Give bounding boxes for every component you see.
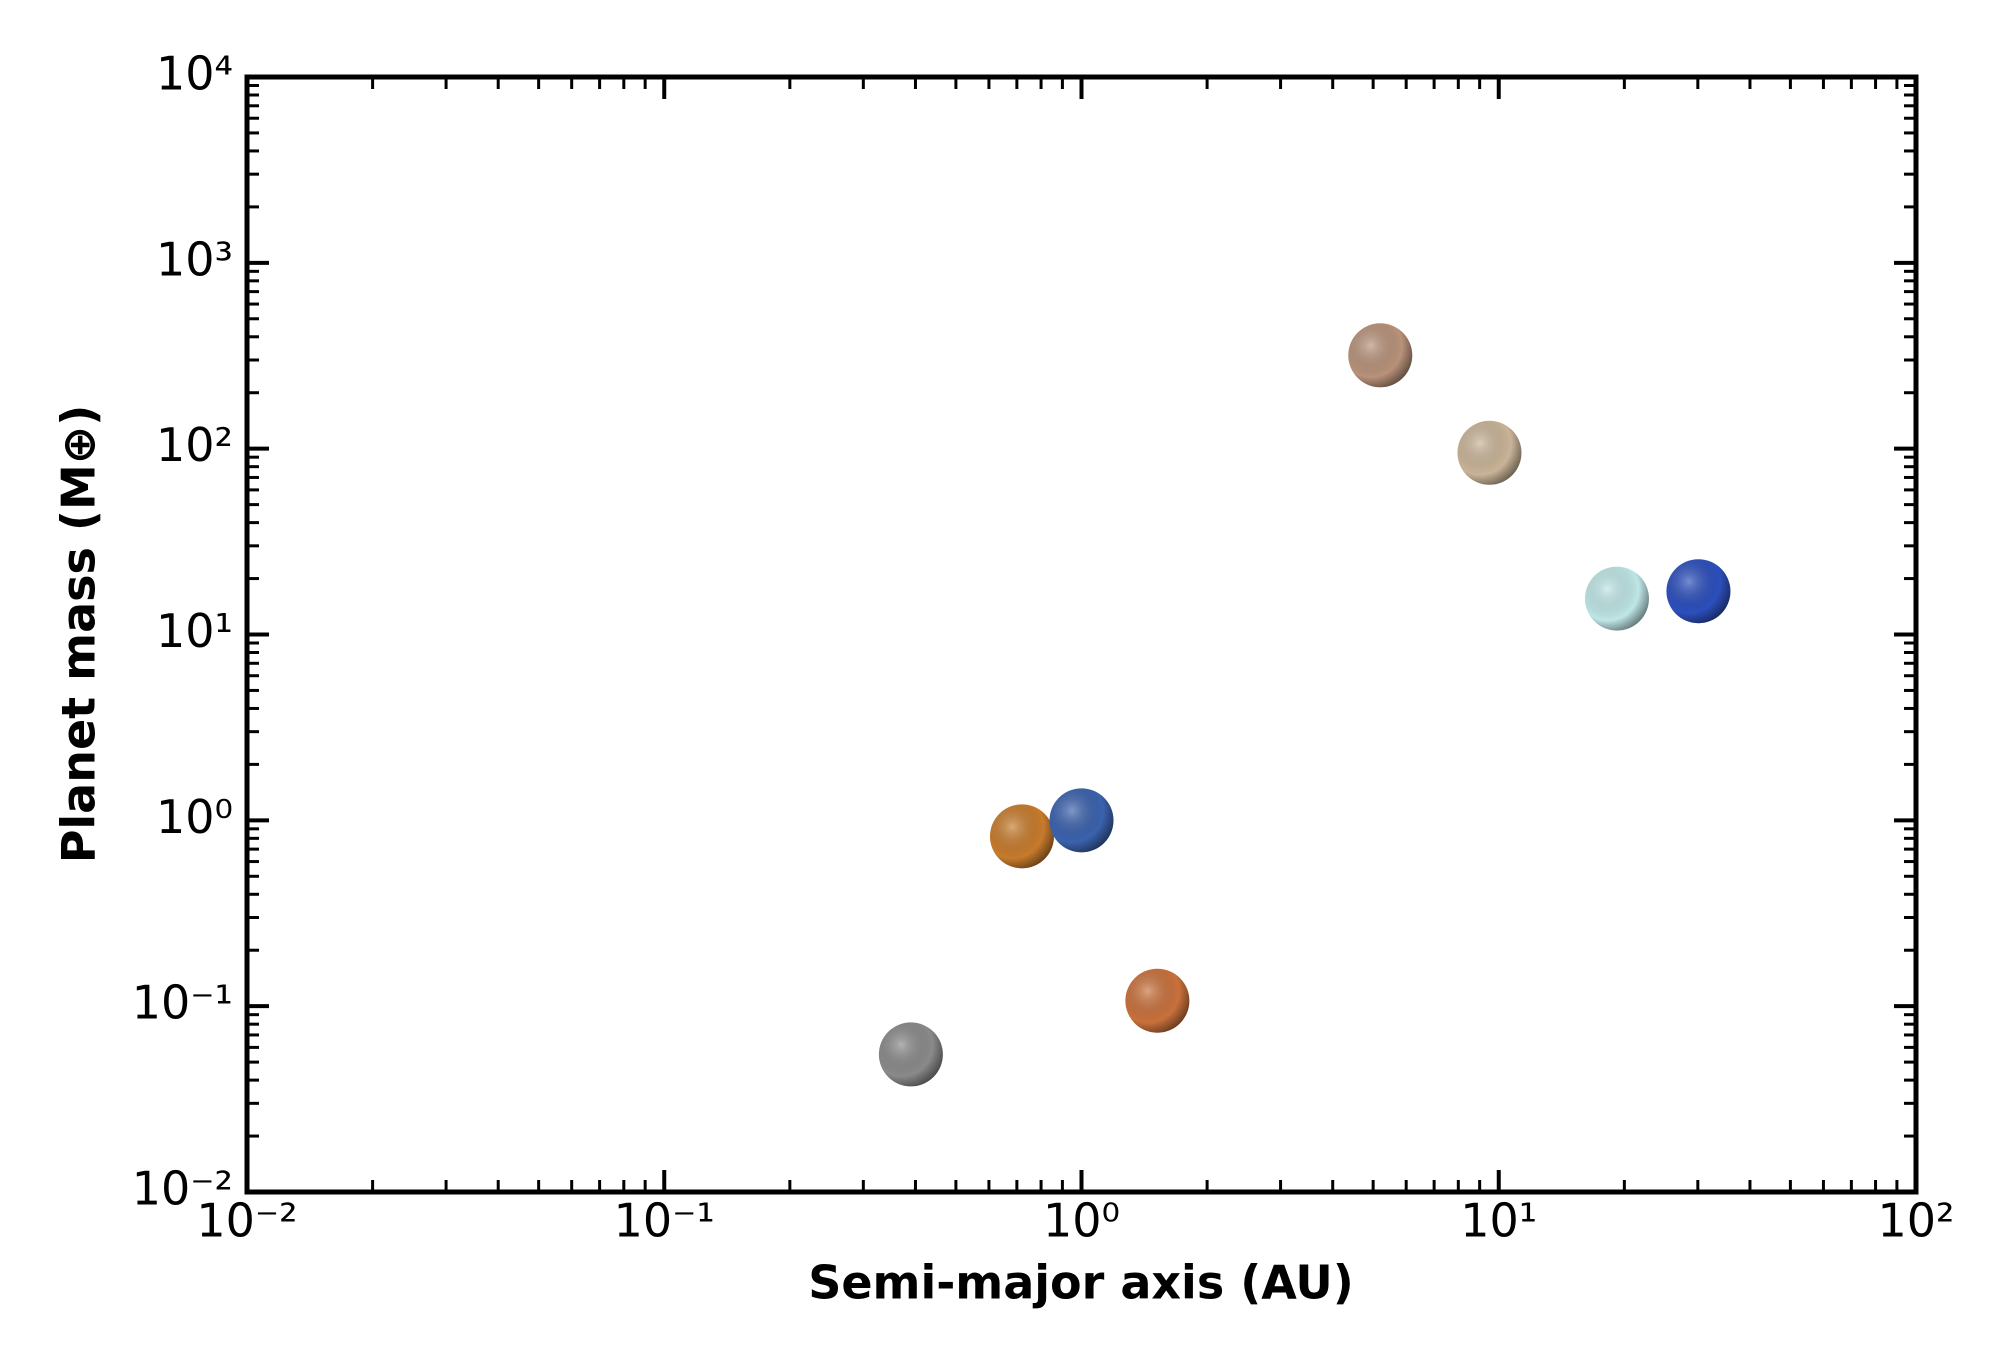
planet-shade: [1584, 566, 1649, 631]
x-axis-label: Semi-major axis (AU): [808, 1256, 1354, 1310]
y-tick-label: 10⁻¹: [132, 976, 233, 1030]
y-tick-label: 10⁰: [156, 790, 233, 844]
x-tick-label: 10¹: [1460, 1194, 1537, 1248]
planet-shade: [1348, 323, 1413, 388]
y-tick-label: 10¹: [156, 604, 233, 658]
y-axis-label: Planet mass (M⊕): [52, 405, 106, 864]
planet-shade: [1457, 420, 1522, 485]
planet-shade: [1666, 559, 1731, 624]
y-tick-label: 10⁴: [156, 47, 233, 101]
x-tick-label: 10⁻²: [196, 1194, 297, 1248]
y-tick-label: 10²: [156, 418, 233, 472]
planet-shade: [1125, 968, 1190, 1033]
x-tick-label: 10⁻¹: [614, 1194, 715, 1248]
planet-shade: [878, 1022, 943, 1087]
x-tick-label: 10⁰: [1043, 1194, 1120, 1248]
plot-frame: [244, 74, 1919, 1195]
planet-shade: [1049, 788, 1114, 853]
x-tick-label: 10²: [1878, 1194, 1955, 1248]
y-tick-label: 10³: [156, 232, 233, 286]
planet-shade: [989, 804, 1054, 869]
y-tick-label: 10⁻²: [132, 1162, 233, 1216]
